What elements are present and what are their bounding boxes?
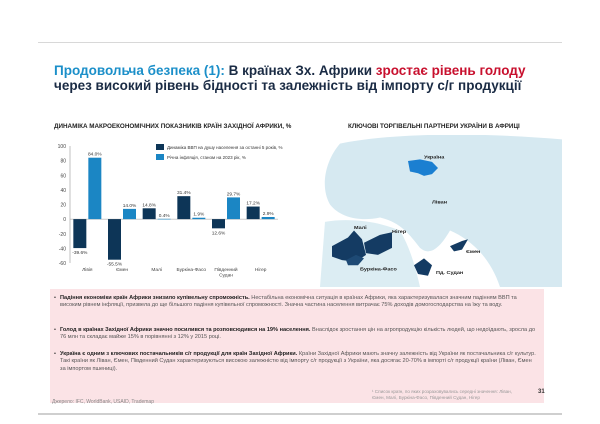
map-label-mali: Малі bbox=[354, 225, 367, 231]
mali-shape bbox=[332, 230, 366, 262]
data-label: 14.8% bbox=[142, 202, 156, 208]
map-label-lebanon: Ліван bbox=[432, 200, 447, 206]
legend-label: Річна інфляція, станом на 2023 рік, % bbox=[167, 155, 246, 160]
bar-gdp bbox=[108, 219, 121, 260]
y-tick-label: 100 bbox=[58, 144, 67, 150]
source-note: Джерело: IFC, WorldBank, USAID, Trademap bbox=[52, 399, 154, 405]
bar-inflation bbox=[192, 217, 206, 220]
y-tick-label: 20 bbox=[60, 203, 66, 209]
slide: Продовольча безпека (1): В країнах Зх. А… bbox=[38, 42, 562, 415]
map-label-south-sudan: Пд. Судан bbox=[436, 270, 463, 276]
x-tick-label: Буркіна-Фасо bbox=[177, 267, 207, 273]
y-tick-label: 80 bbox=[60, 159, 66, 165]
map-label-niger: Нігер bbox=[392, 229, 406, 235]
data-label: -39.6% bbox=[72, 250, 88, 256]
legend-label: Динаміка ВВП на душу населення за останн… bbox=[167, 145, 282, 150]
y-tick-label: -40 bbox=[59, 246, 66, 252]
x-tick-label: Малі bbox=[151, 267, 162, 273]
yemen-shape bbox=[450, 239, 468, 252]
y-tick-label: 60 bbox=[60, 173, 66, 179]
data-label: -55.5% bbox=[107, 262, 123, 268]
data-label: 0.4% bbox=[159, 213, 171, 219]
bar-gdp bbox=[246, 206, 260, 220]
bar-inflation bbox=[123, 208, 136, 220]
map-land bbox=[324, 135, 562, 287]
x-tick-label: Лівія bbox=[82, 267, 93, 273]
bar-inflation bbox=[227, 197, 240, 220]
legend-swatch bbox=[156, 154, 164, 160]
data-label: 84.0% bbox=[88, 152, 102, 158]
bullet-3: Україна є одним з ключових постачальникі… bbox=[54, 351, 538, 373]
y-tick-label: -20 bbox=[59, 232, 66, 238]
x-tick-label: Ємен bbox=[116, 267, 128, 273]
data-label: 1.9% bbox=[193, 212, 205, 218]
bar-gdp bbox=[177, 196, 191, 220]
x-tick-label: Південний bbox=[214, 266, 237, 273]
data-label: 14.0% bbox=[123, 203, 137, 209]
slide-title: Продовольча безпека (1): В країнах Зх. А… bbox=[54, 63, 526, 93]
bar-gdp bbox=[142, 208, 156, 220]
bar-gdp bbox=[212, 219, 225, 229]
map: Україна Ліван Малі Нігер Ємен Буркіна-Фа… bbox=[320, 135, 562, 287]
data-label: 31.4% bbox=[177, 190, 191, 196]
map-label-yemen: Ємен bbox=[466, 249, 480, 255]
bar-inflation bbox=[157, 218, 171, 220]
data-label: 29.7% bbox=[227, 191, 241, 197]
legend-swatch bbox=[156, 144, 164, 150]
bar-inflation bbox=[261, 217, 275, 220]
data-label: 17.2% bbox=[246, 201, 260, 207]
map-label-burkina-faso: Буркіна-Фасо bbox=[360, 267, 397, 273]
bar-inflation bbox=[88, 157, 102, 220]
map-heading: Ключові торгівельні партнери України в А… bbox=[348, 123, 520, 130]
footnote: ¹ Список країн, по яких розраховувались … bbox=[372, 389, 512, 400]
bullet-2: Голод в країнах Західної Африки значно п… bbox=[54, 327, 538, 342]
ukraine-shape bbox=[408, 159, 438, 176]
south-sudan-shape bbox=[414, 258, 432, 276]
page-number: 31 bbox=[538, 389, 545, 395]
y-tick-label: -60 bbox=[59, 261, 66, 267]
data-label: 12.6% bbox=[212, 230, 226, 236]
x-tick-label: Нігер bbox=[255, 267, 267, 273]
y-tick-label: 0 bbox=[63, 217, 66, 223]
data-label: 2.9% bbox=[263, 211, 275, 217]
bullet-1: Падіння економіки країн Африки знизило к… bbox=[54, 295, 538, 310]
x-tick-label: Судан bbox=[219, 273, 233, 279]
chart-heading: Динаміка макроекономічних показників кра… bbox=[54, 123, 292, 130]
bar-gdp bbox=[73, 219, 87, 249]
key-findings-box: Падіння економіки країн Африки знизило к… bbox=[50, 289, 544, 403]
y-tick-label: 40 bbox=[60, 188, 66, 194]
map-label-ukraine: Україна bbox=[424, 155, 444, 161]
niger-shape bbox=[364, 232, 392, 255]
bar-chart: 100 80 60 40 20 0 -20 -40 -60 -39.6% 84.0% Лівія -55… bbox=[58, 144, 282, 279]
burkina-faso-shape bbox=[346, 254, 364, 266]
